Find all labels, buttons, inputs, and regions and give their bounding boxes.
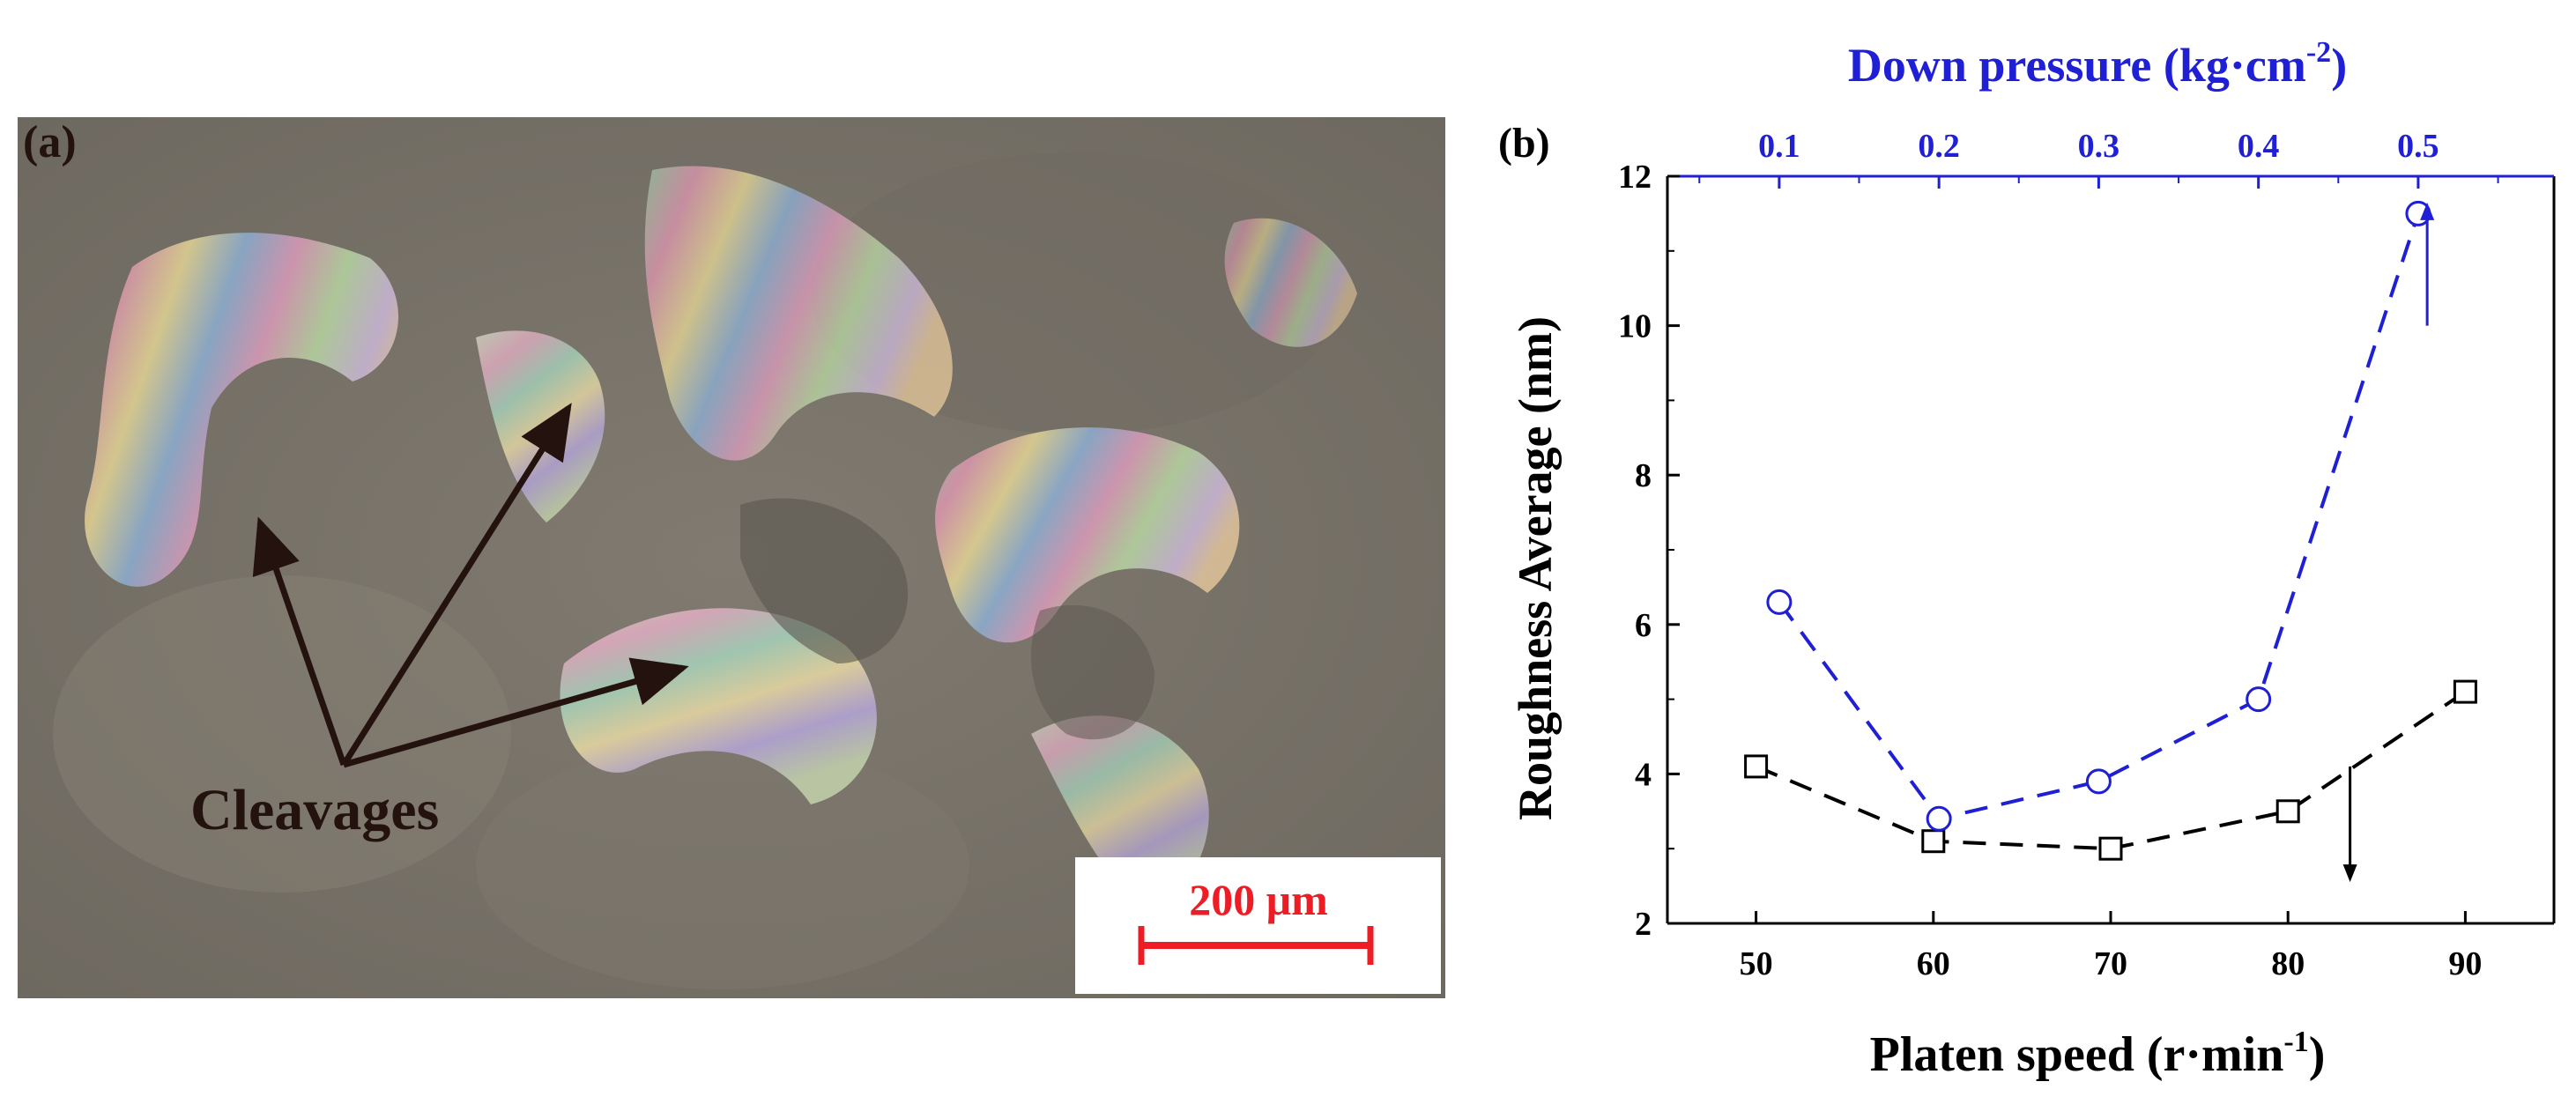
x-tick-label: 90 <box>2448 945 2482 982</box>
micrograph-panel: (a) Cleavages 200 μm <box>18 117 1445 998</box>
x-tick-label: 70 <box>2094 945 2127 982</box>
series-line-1 <box>1755 690 2467 851</box>
panel-a-label: (a) <box>23 117 77 167</box>
y-tick-label: 10 <box>1618 308 1652 345</box>
data-point-circle <box>2246 686 2272 713</box>
roughness-chart-panel: (b) Down pressure (kg·cm-2) Platen speed… <box>1481 26 2576 1100</box>
bottom-axis-title: Platen speed (r·min-1) <box>1870 1026 2326 1082</box>
micrograph-image: (a) Cleavages 200 μm <box>18 117 1445 998</box>
data-point-square <box>2098 836 2123 861</box>
data-point-circle <box>1926 805 1952 832</box>
x-top-tick-label: 0.4 <box>2238 128 2280 165</box>
y-tick-label: 2 <box>1635 906 1652 943</box>
y-tick-label: 12 <box>1618 159 1652 196</box>
x-top-tick-label: 0.1 <box>1758 128 1800 165</box>
panel-b-label: (b) <box>1498 120 1550 167</box>
y-tick-label: 4 <box>1635 756 1652 793</box>
data-point-circle <box>1766 589 1793 615</box>
data-point-square <box>1921 829 1946 854</box>
data-point-square <box>2453 679 2477 704</box>
cleavage-arrow <box>341 403 572 767</box>
scale-bar-label: 200 μm <box>1189 875 1328 924</box>
cleavage-arrow <box>343 657 689 768</box>
top-axis-indicator-head <box>2420 202 2435 220</box>
roughness-chart: (b) Down pressure (kg·cm-2) Platen speed… <box>1498 36 2556 1082</box>
series-line-2 <box>1778 212 2420 821</box>
x-tick-label: 50 <box>1740 945 1773 982</box>
data-point-circle <box>2085 768 2112 795</box>
bottom-axis-indicator-head <box>2342 864 2357 883</box>
scale-bar-box <box>1075 857 1441 994</box>
y-tick-label: 8 <box>1635 457 1652 494</box>
cleavages-annotation: Cleavages <box>190 778 439 842</box>
y-axis-title: Roughness Average (nm) <box>1509 316 1562 820</box>
cleavage-arrow <box>252 516 347 767</box>
x-tick-label: 60 <box>1917 945 1950 982</box>
data-point-square <box>1744 754 1769 779</box>
x-tick-label: 80 <box>2271 945 2305 982</box>
x-top-tick-label: 0.2 <box>1918 128 1960 165</box>
y-tick-label: 6 <box>1635 607 1652 644</box>
top-axis-title: Down pressure (kg·cm-2) <box>1848 36 2347 92</box>
x-top-tick-label: 0.5 <box>2397 128 2439 165</box>
x-top-tick-label: 0.3 <box>2078 128 2120 165</box>
data-point-square <box>2275 799 2300 824</box>
scale-bar <box>1138 926 1374 965</box>
